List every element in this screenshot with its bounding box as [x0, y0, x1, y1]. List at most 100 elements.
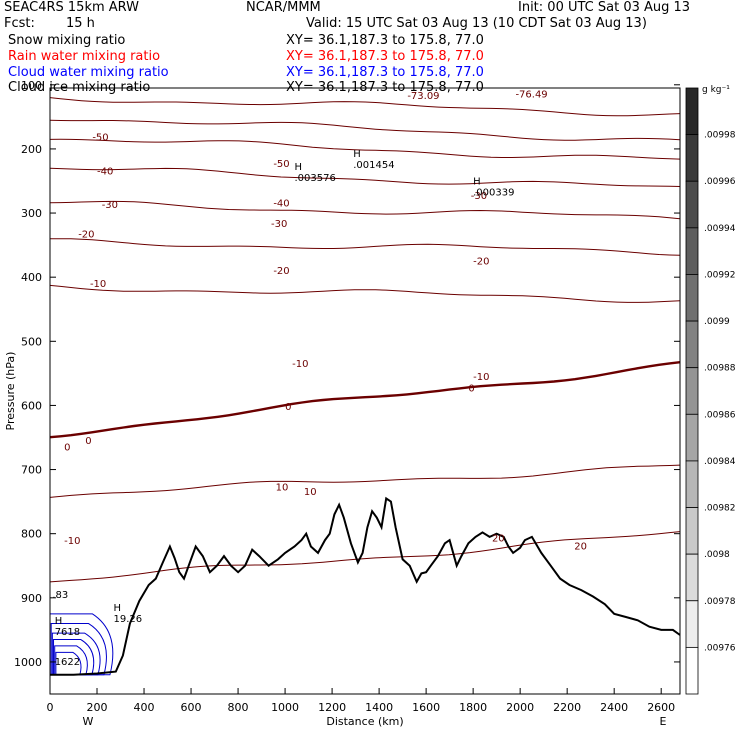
- y-tick-label: 200: [21, 143, 42, 156]
- field-snow-name: Snow mixing ratio: [8, 33, 126, 48]
- colorbar-swatch: [685, 180, 699, 229]
- colorbar-swatch: [685, 507, 699, 555]
- contour-label: -50: [92, 133, 108, 144]
- extremum-marker: H: [353, 149, 361, 160]
- isotherm-line: [49, 284, 681, 303]
- isotherm-contours: [49, 97, 681, 583]
- colorbar-swatch: [685, 600, 699, 648]
- y-tick-label: 500: [21, 335, 42, 348]
- y-tick-label: 300: [21, 207, 42, 220]
- extremum-marker: H: [113, 603, 121, 614]
- extremum-marker: H: [294, 162, 302, 173]
- colorbar-swatch: [685, 274, 699, 322]
- model-title: SEAC4RS 15km ARW: [4, 0, 140, 15]
- contour-label: 0: [285, 402, 291, 413]
- x-tick-label: 1400: [365, 701, 393, 714]
- extremum-value: 19.26: [113, 614, 142, 625]
- valid-time: Valid: 15 UTC Sat 03 Aug 13 (10 CDT Sat …: [306, 16, 647, 31]
- colorbar-label: .0099: [704, 317, 730, 327]
- x-tick-label: 2600: [647, 701, 675, 714]
- contour-label: -30: [271, 219, 287, 230]
- x-tick-label: 1000: [271, 701, 299, 714]
- colorbar-swatch: [685, 367, 699, 415]
- colorbar-label: .00988: [704, 364, 736, 374]
- colorbar-label: .0098: [704, 550, 730, 560]
- isotherm-line: [49, 531, 681, 583]
- x-tick-label: 1800: [459, 701, 487, 714]
- contour-label: 0: [64, 442, 70, 453]
- contour-label: -40: [97, 167, 113, 178]
- colorbar-label: .00978: [704, 597, 736, 607]
- contour-label: 0: [468, 383, 474, 394]
- y-tick-label: 900: [21, 592, 42, 605]
- y-tick-label: 1000: [14, 656, 42, 669]
- isotherm-line: [49, 97, 681, 117]
- contour-label: 20: [492, 533, 505, 544]
- x-axis-label: Distance (km): [326, 715, 403, 728]
- contour-label: 10: [304, 487, 317, 498]
- east-end-label: E: [660, 715, 667, 728]
- x-tick-label: 1200: [318, 701, 346, 714]
- x-tick-label: 800: [228, 701, 249, 714]
- cloud-water-contour: [49, 613, 114, 676]
- contour-label: -20: [273, 266, 289, 277]
- extremum-value: .003576: [294, 173, 335, 184]
- center-label: NCAR/MMM: [246, 0, 321, 15]
- colorbar-swatch: [685, 134, 699, 182]
- colorbar-label: .00998: [704, 131, 736, 141]
- isotherm-line: [49, 119, 681, 141]
- x-tick-label: 2400: [600, 701, 628, 714]
- contour-label: -20: [78, 229, 94, 240]
- colorbar-swatch: [685, 460, 699, 508]
- contour-label: 0: [85, 436, 91, 447]
- extremum-value: .001454: [353, 160, 394, 171]
- plot-axes: 0 200 400 600 800 1000 1200 1400 1600 1800 2000 220…: [4, 79, 681, 728]
- y-tick-label: 700: [21, 464, 42, 477]
- terrain-layer: [50, 496, 681, 676]
- init-time: Init: 00 UTC Sat 03 Aug 13: [518, 0, 691, 15]
- fcst-label: Fcst:: [4, 16, 35, 31]
- x-tick-label: 400: [134, 701, 155, 714]
- isotherm-line: [49, 464, 681, 498]
- contour-label: -76.49: [515, 90, 547, 101]
- contour-label: -50: [273, 159, 289, 170]
- colorbar-label: .00986: [704, 410, 736, 420]
- west-end-label: W: [83, 715, 94, 728]
- contour-label: -30: [471, 191, 487, 202]
- colorbar: g kg⁻¹ .00998 .00996 .00994 .00992 .0099 .0098…: [685, 85, 736, 695]
- field-rain-xy: XY= 36.1,187.3 to 175.8, 77.0: [286, 49, 484, 64]
- contour-label: -10: [473, 372, 489, 383]
- extremum-marker: H: [55, 616, 63, 627]
- colorbar-swatch: [685, 320, 699, 369]
- colorbar-unit: g kg⁻¹: [702, 85, 730, 95]
- isotherm-line: [49, 138, 681, 160]
- x-tick-label: 1600: [412, 701, 440, 714]
- contour-label: 10: [276, 483, 289, 494]
- colorbar-swatch: [685, 227, 699, 275]
- colorbar-swatch: [685, 413, 699, 462]
- plot-frame: [49, 87, 681, 695]
- y-tick-label: 800: [21, 528, 42, 541]
- colorbar-swatch: [685, 646, 699, 695]
- y-tick-label: 400: [21, 271, 42, 284]
- x-tick-label: 2200: [553, 701, 581, 714]
- contour-label: -73.09: [407, 91, 439, 102]
- extremum-value: .000339: [473, 188, 514, 199]
- field-rain-name: Rain water mixing ratio: [8, 49, 161, 64]
- y-tick-label: 100: [21, 79, 42, 92]
- cloud-water-contour: [50, 622, 107, 676]
- contour-label: -20: [473, 256, 489, 267]
- colorbar-label: .00996: [704, 177, 736, 187]
- contour-label: 20: [574, 542, 587, 553]
- contour-label: -10: [292, 359, 308, 370]
- extremum-value: 1622: [55, 657, 80, 668]
- isotherm-line: [49, 167, 681, 187]
- contour-label: -10: [64, 536, 80, 547]
- colorbar-swatch: [685, 87, 699, 136]
- field-snow-xy: XY= 36.1,187.3 to 175.8, 77.0: [286, 33, 484, 48]
- contour-label: -30: [102, 200, 118, 211]
- x-tick-label: 200: [87, 701, 108, 714]
- colorbar-swatch: [685, 553, 699, 602]
- contour-label: -40: [273, 199, 289, 210]
